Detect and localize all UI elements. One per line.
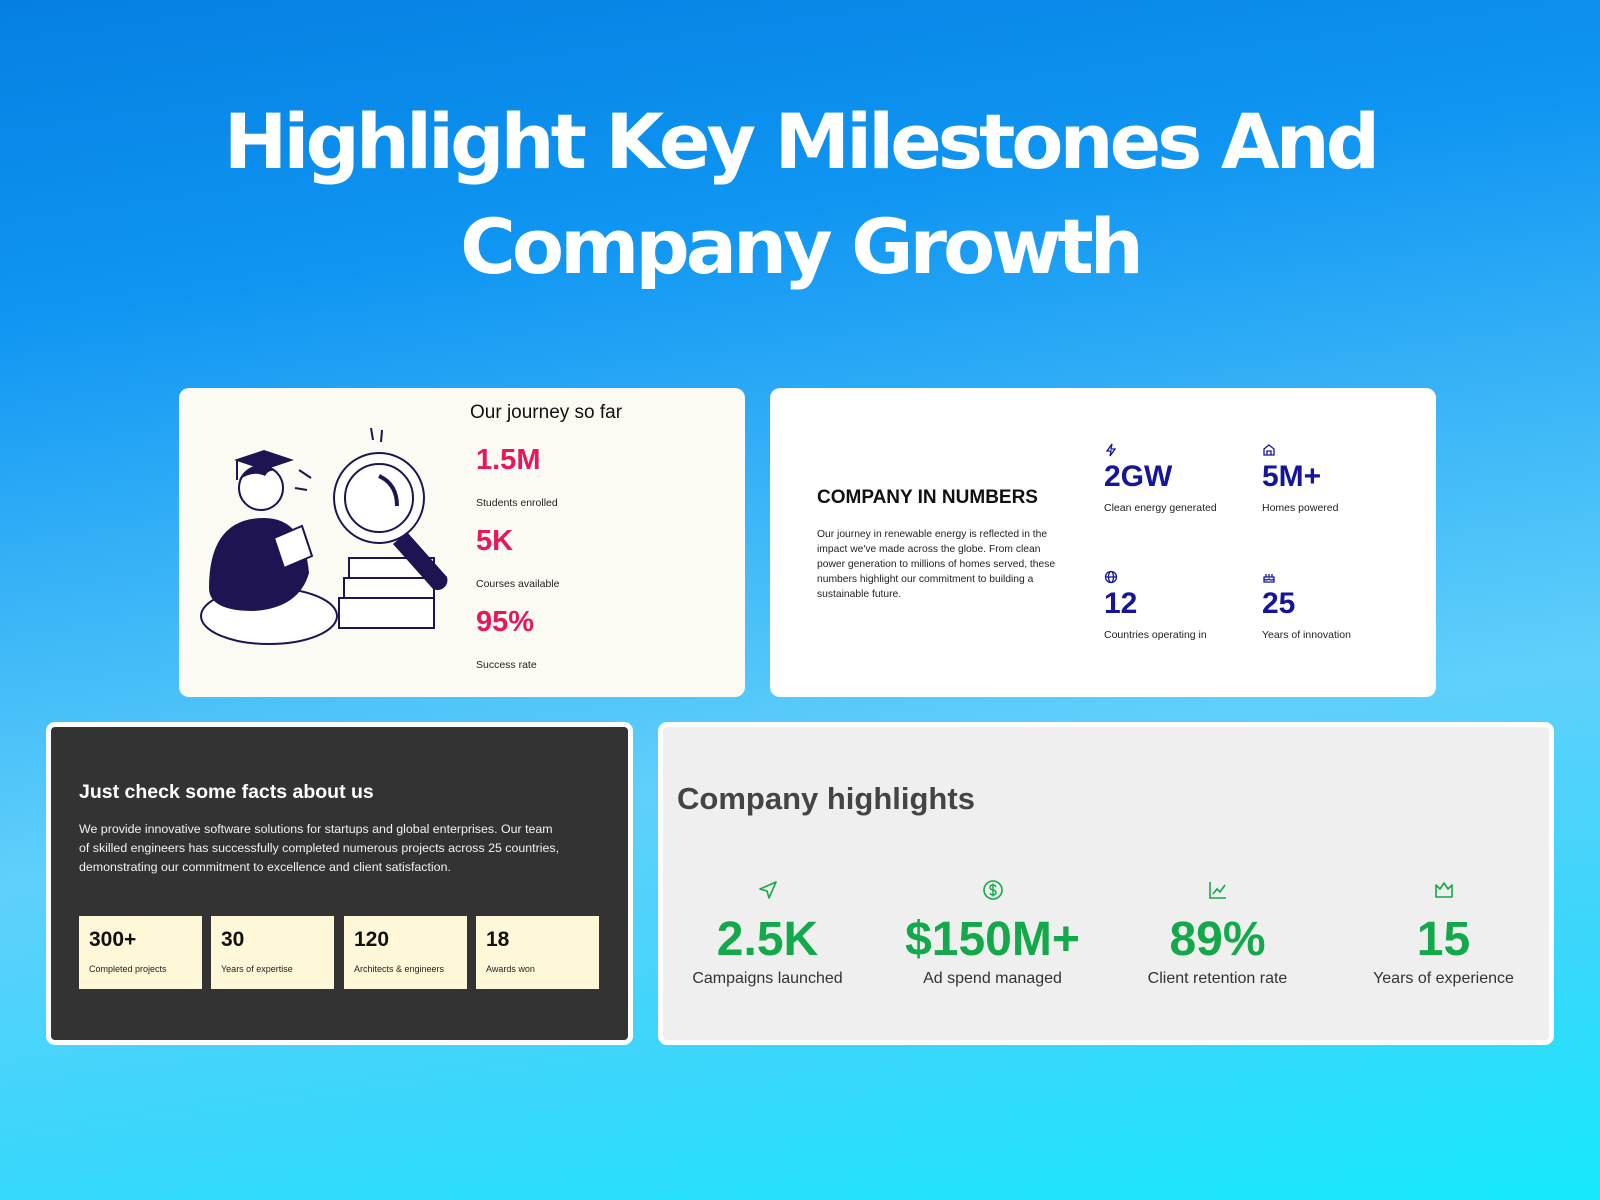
stat-label: Completed projects	[89, 964, 167, 974]
headline-line: Highlight Key Milestones And	[223, 97, 1380, 186]
stat-label: Campaigns launched	[692, 970, 843, 987]
stat-label: Clean energy generated	[1104, 502, 1217, 514]
stat-value: 15	[1416, 913, 1471, 966]
stat-label: Ad spend managed	[923, 970, 1062, 987]
icon-dollar	[982, 880, 1003, 900]
stat-value: 2.5K	[716, 913, 819, 966]
stat-column: $150M+ Ad spend managed	[880, 879, 1105, 988]
stat-label: Client retention rate	[1147, 970, 1288, 987]
stat-label: Years of expertise	[221, 964, 293, 974]
stat-value: 89%	[1169, 913, 1266, 966]
icon-globe	[1104, 570, 1118, 584]
icon-cake	[1263, 574, 1275, 583]
stat-value: 2GW	[1104, 460, 1173, 493]
stat-label: Years of innovation	[1262, 629, 1351, 641]
icon-bolt	[1105, 443, 1117, 457]
stat-box: 300+ Completed projects	[79, 916, 202, 989]
headline-line: Company Growth	[460, 202, 1144, 291]
icon-home	[1263, 444, 1275, 456]
stat-value: $150M+	[905, 913, 1080, 966]
stat-column: 2.5K Campaigns launched	[655, 879, 880, 988]
stat-value: 1.5M	[476, 444, 541, 476]
stat-label: Years of experience	[1373, 970, 1514, 987]
icon-send	[758, 881, 777, 899]
facts-card: Just check some facts about us We provid…	[46, 722, 633, 1045]
stat-label: Students enrolled	[476, 497, 558, 509]
stat-label: Awards won	[486, 964, 535, 974]
journey-card: Our journey so far 1.5M Students enrolle…	[179, 388, 745, 697]
card-title: Company highlights	[677, 781, 975, 816]
card-description: Our journey in renewable energy is refle…	[817, 529, 1056, 600]
stat-label: Countries operating in	[1104, 629, 1207, 641]
stat-column: 89% Client retention rate	[1105, 879, 1330, 988]
stat-value: 30	[221, 928, 245, 951]
illustration	[200, 428, 448, 645]
stat-label: Homes powered	[1262, 502, 1339, 514]
stat-box: 18 Awards won	[476, 916, 599, 989]
highlights-card: Company highlights 2.5K Campaigns launch…	[658, 722, 1554, 1045]
icon-crown	[1434, 882, 1453, 898]
stat-label: Architects & engineers	[354, 964, 445, 974]
card-title: Just check some facts about us	[79, 781, 374, 803]
stat-value: 5K	[476, 525, 514, 557]
card-description: We provide innovative software solutions…	[79, 822, 560, 874]
card-title: COMPANY IN NUMBERS	[817, 487, 1038, 508]
card-title: Our journey so far	[470, 402, 623, 423]
stat-value: 25	[1262, 587, 1296, 620]
stat-value: 300+	[89, 928, 137, 951]
stat-value: 120	[354, 928, 390, 951]
stat-value: 18	[486, 928, 510, 951]
stat-box: 30 Years of expertise	[211, 916, 334, 989]
numbers-card: COMPANY IN NUMBERS Our journey in renewa…	[770, 388, 1436, 697]
stat-value: 12	[1104, 587, 1138, 620]
stat-label: Courses available	[476, 578, 560, 590]
stat-value: 95%	[476, 606, 535, 638]
stat-column: 15 Years of experience	[1331, 879, 1556, 988]
stat-value: 5M+	[1262, 460, 1322, 493]
icon-chart	[1208, 882, 1226, 899]
stat-box: 120 Architects & engineers	[344, 916, 467, 989]
stat-label: Success rate	[476, 659, 537, 671]
